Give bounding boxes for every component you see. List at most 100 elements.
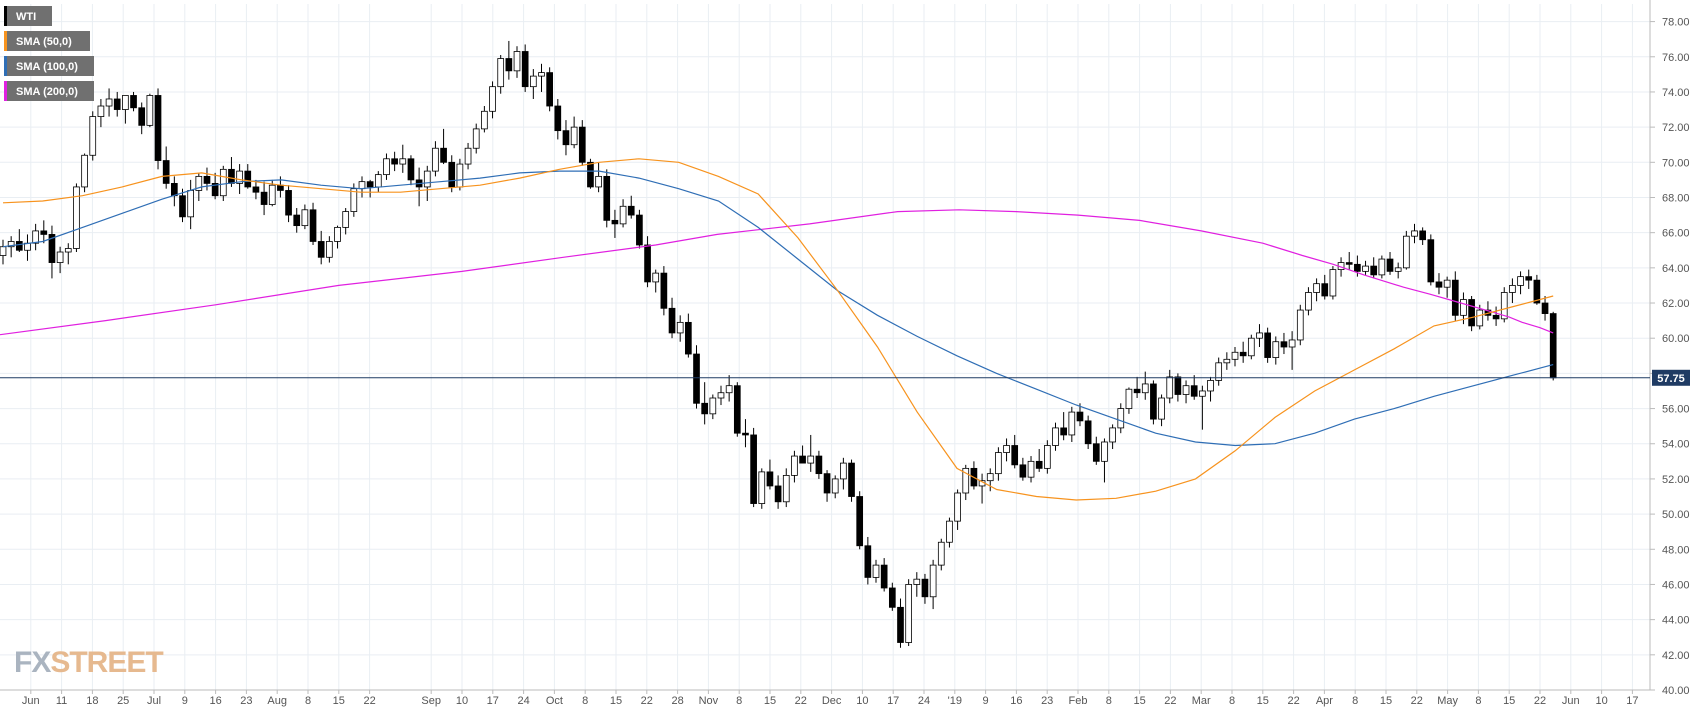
candle-down <box>848 462 855 497</box>
candle-up <box>64 248 72 253</box>
candle-down <box>1354 263 1361 272</box>
candle-down <box>285 190 292 216</box>
candle-down <box>1451 279 1459 316</box>
watermark-fx: FXSTREET <box>14 646 163 679</box>
candle-down <box>611 219 619 225</box>
candle-down <box>277 184 284 191</box>
candle-up <box>1215 362 1223 381</box>
candle-down <box>774 485 782 503</box>
x-tick-label: 17 <box>487 695 499 707</box>
x-tick-label: 15 <box>610 695 622 707</box>
candle-up <box>432 147 439 172</box>
candle-up <box>301 209 309 227</box>
candle-down <box>1492 314 1500 320</box>
candle-up <box>529 75 537 88</box>
x-tick-label: 23 <box>240 695 252 707</box>
x-tick-label: 8 <box>1475 695 1481 707</box>
x-tick-label: Sep <box>421 695 441 707</box>
candle-down <box>685 321 692 355</box>
x-tick-label: 8 <box>1106 695 1112 707</box>
candle-down <box>179 195 186 218</box>
candle-down <box>228 168 235 184</box>
candle-up <box>456 163 464 188</box>
y-tick-label: 54.00 <box>1662 439 1690 451</box>
candle-down <box>1174 376 1182 395</box>
candle-up <box>929 564 937 598</box>
candle-up <box>1403 235 1410 269</box>
x-tick-label: 10 <box>1595 695 1607 707</box>
candle-up <box>1313 283 1320 293</box>
candle-up <box>1256 332 1263 339</box>
x-tick-label: 25 <box>117 695 129 707</box>
last-price-box <box>1652 369 1690 386</box>
x-tick-label: 17 <box>1626 695 1638 707</box>
y-tick-label: 56.00 <box>1662 404 1690 416</box>
candle-down <box>448 161 456 188</box>
candle-up <box>1288 339 1296 348</box>
candle-up <box>1207 380 1214 392</box>
candle-up <box>995 452 1002 475</box>
candle-up <box>1500 292 1508 320</box>
candle-up <box>954 492 961 522</box>
candle-down <box>138 107 146 126</box>
y-tick-label: 78.00 <box>1662 17 1690 29</box>
candle-up <box>831 478 839 494</box>
candle-up <box>32 230 39 244</box>
candle-down <box>668 307 676 334</box>
candle-down <box>1280 341 1288 348</box>
candle-down <box>211 183 219 197</box>
candle-up <box>1509 285 1516 293</box>
x-tick-label: 8 <box>736 695 742 707</box>
x-tick-label: 23 <box>1041 695 1053 707</box>
x-tick-label: 11 <box>56 695 67 707</box>
x-tick-label: 8 <box>582 695 588 707</box>
candle-up <box>946 520 953 543</box>
y-tick-label: 48.00 <box>1662 544 1690 556</box>
legend: WTI SMA (50,0) SMA (100,0) SMA (200,0) <box>4 6 94 101</box>
candle-up <box>619 205 627 225</box>
legend-item-label: WTI <box>16 11 36 23</box>
x-tick-label: 18 <box>86 695 98 707</box>
candle-up <box>1247 337 1255 357</box>
candle-down <box>880 564 888 589</box>
candle-down <box>1076 411 1084 422</box>
candle-down <box>1321 283 1329 297</box>
candle-down <box>366 181 374 188</box>
candle-up <box>1125 388 1133 409</box>
candle-up <box>1460 299 1467 316</box>
candle-down <box>252 186 260 193</box>
candle-down <box>921 578 929 598</box>
x-tick-label: '19 <box>948 695 962 707</box>
y-tick-label: 50.00 <box>1662 509 1690 521</box>
x-tick-label: 8 <box>1352 695 1358 707</box>
candle-down <box>244 170 252 188</box>
candle-up <box>1141 383 1149 394</box>
candle-down <box>1011 445 1019 466</box>
candle-up <box>1329 269 1337 297</box>
candle-up <box>1272 341 1280 358</box>
x-tick-label: 17 <box>887 695 899 707</box>
candle-down <box>693 353 700 404</box>
candle-up <box>1378 258 1386 276</box>
candle-up <box>513 51 521 72</box>
legend-swatch <box>4 81 7 101</box>
candle-up <box>219 168 227 197</box>
candle-down <box>636 214 643 246</box>
x-tick-label: 16 <box>1010 695 1022 707</box>
candle-down <box>815 455 823 475</box>
candle-up <box>268 184 276 205</box>
sma-200-line <box>0 209 1554 336</box>
candle-up <box>0 246 7 256</box>
candle-up <box>758 471 766 504</box>
candle-down <box>644 244 651 283</box>
last-price-label: 57.75 <box>1657 373 1685 385</box>
candle-down <box>171 183 178 197</box>
legend-swatch <box>4 56 7 76</box>
legend-item-box <box>4 56 94 76</box>
candle-up <box>1158 397 1165 420</box>
candle-down <box>1386 258 1394 272</box>
candle-down <box>1264 332 1271 358</box>
x-tick-label: 22 <box>795 695 807 707</box>
x-tick-label: 15 <box>1133 695 1145 707</box>
